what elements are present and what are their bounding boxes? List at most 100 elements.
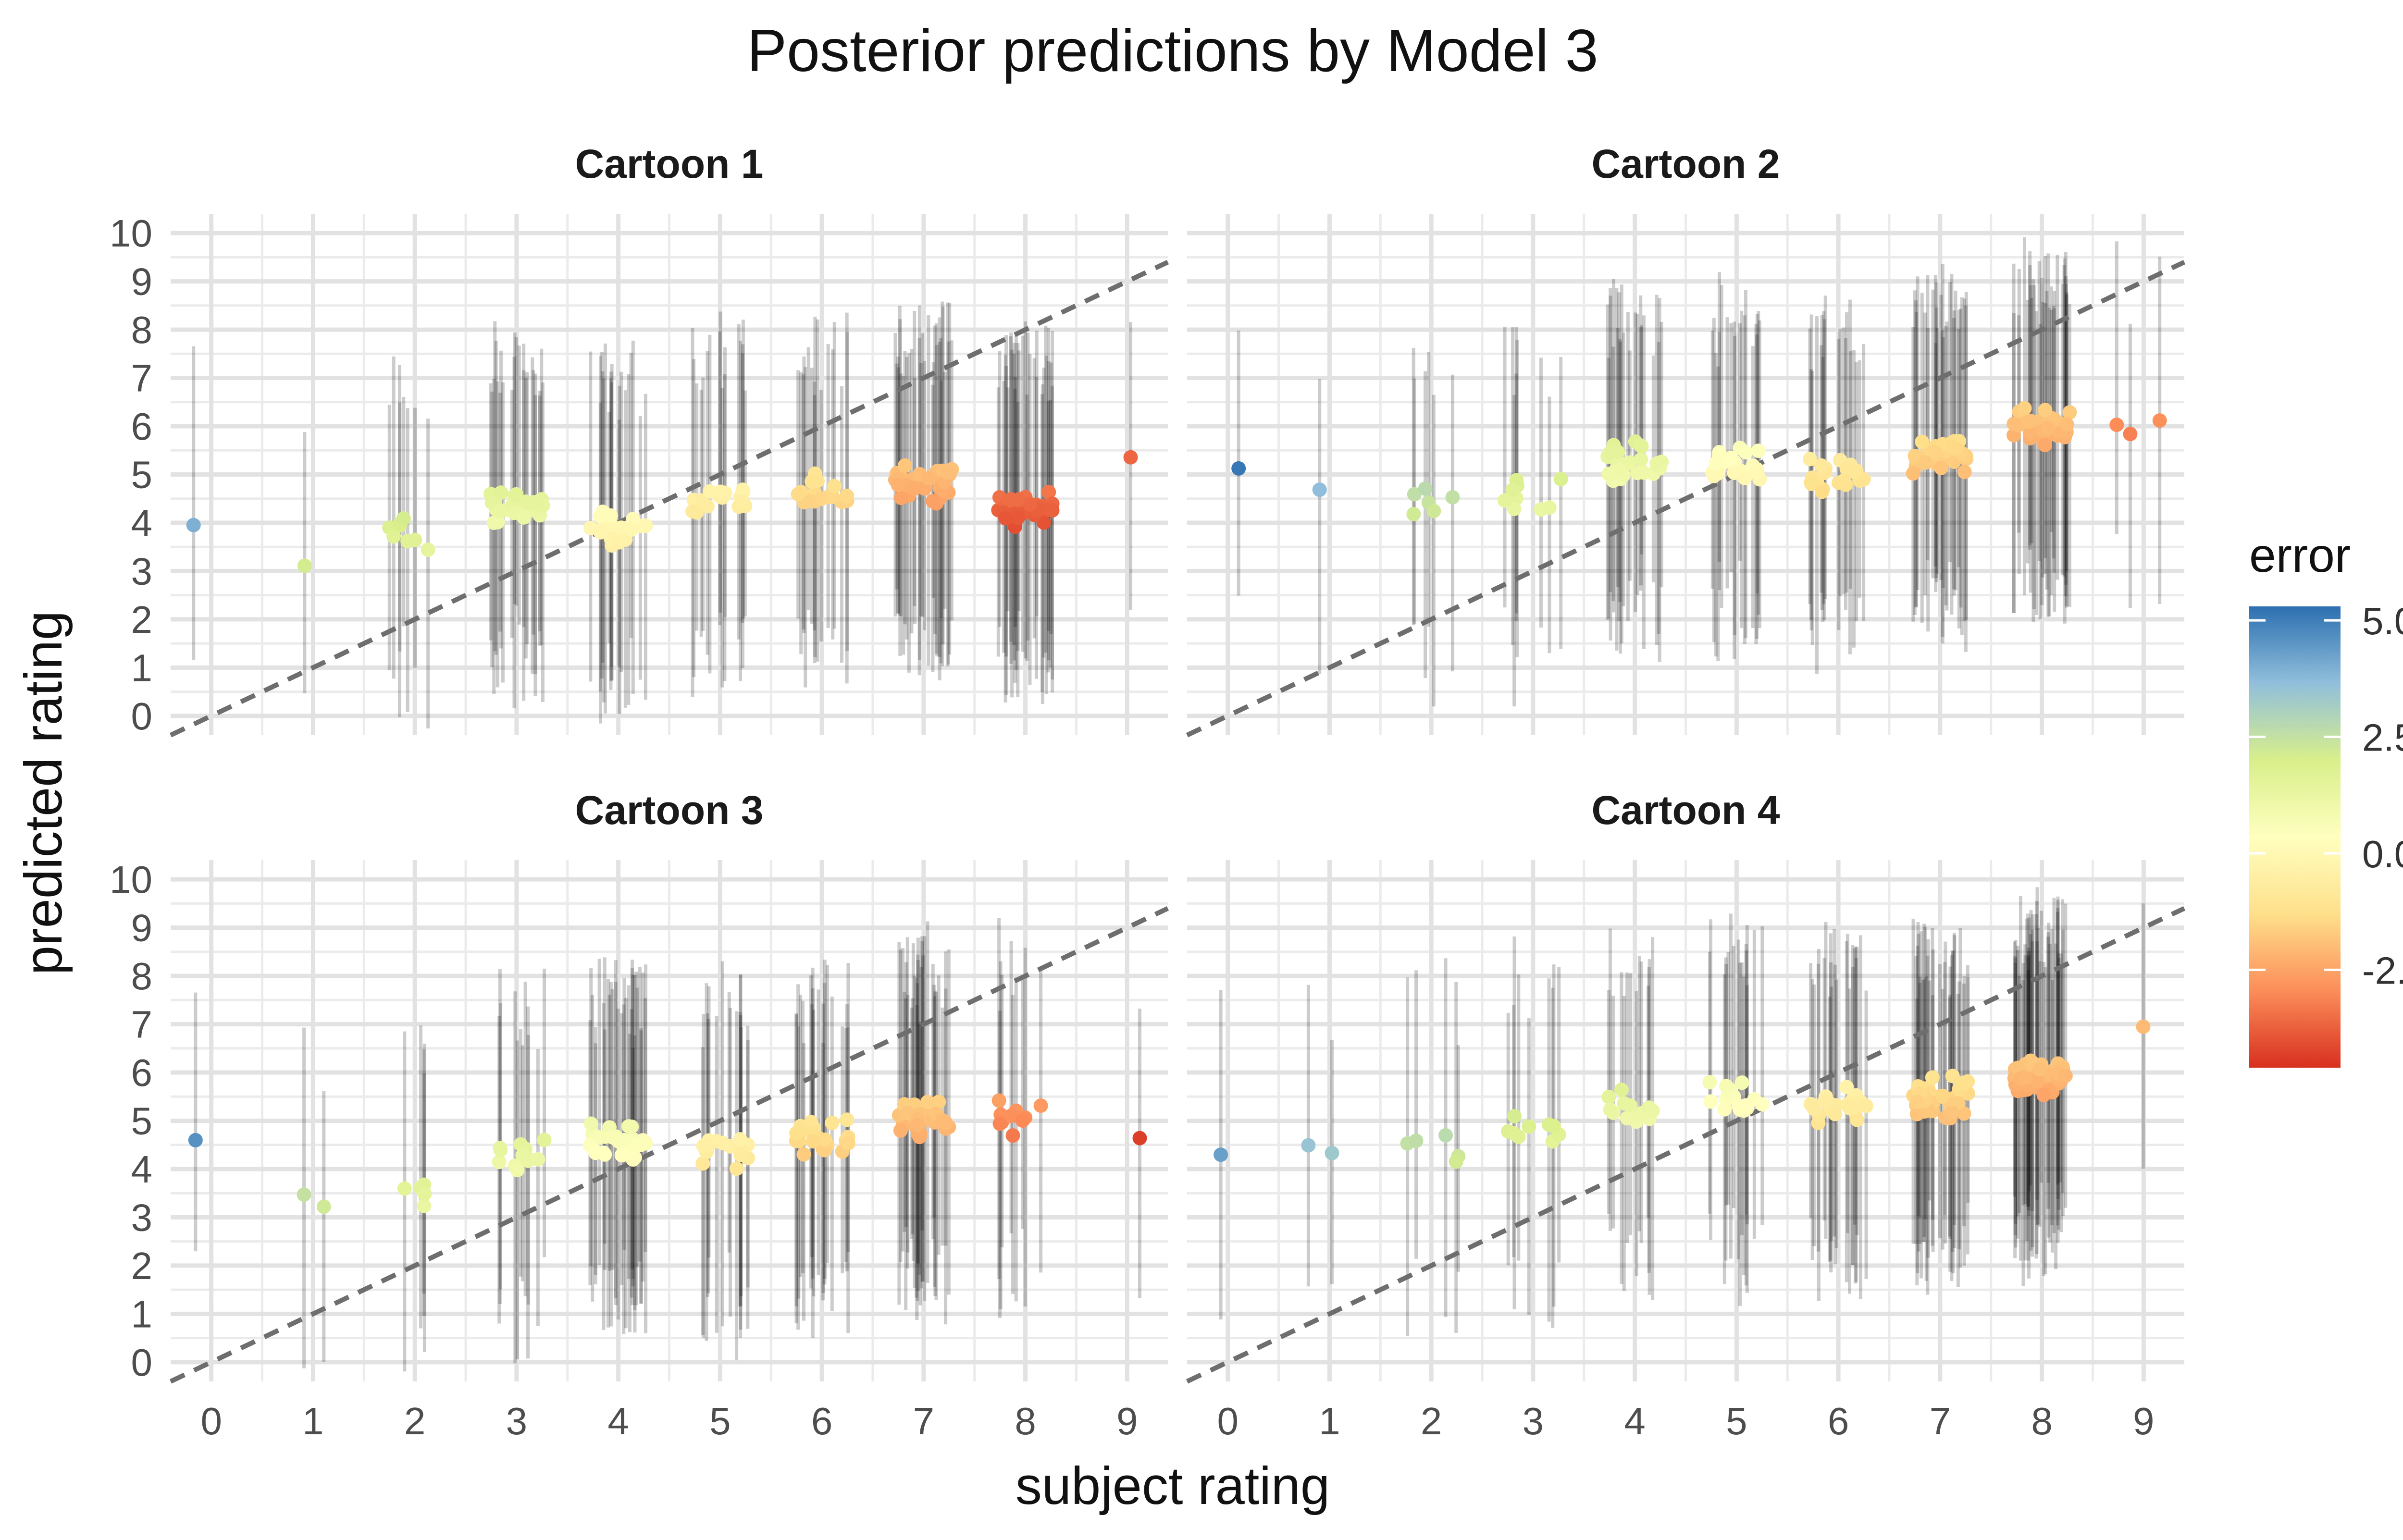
data-point (1918, 455, 1932, 470)
legend-tick-label: 2.5 (2362, 716, 2403, 759)
data-point (1005, 1128, 1020, 1143)
data-point (1755, 1097, 1770, 1112)
data-point (1910, 1095, 1925, 1109)
x-tick-label: 3 (1523, 1400, 1544, 1442)
data-point (386, 529, 401, 544)
data-point (1906, 466, 1920, 481)
data-point (1737, 470, 1752, 485)
data-point (186, 517, 201, 532)
data-point (1738, 445, 1753, 460)
data-point (2038, 403, 2053, 418)
data-point (713, 484, 728, 499)
data-point (925, 493, 940, 508)
data-point (1522, 1119, 1536, 1134)
data-point (626, 511, 641, 526)
data-point (1717, 1102, 1732, 1117)
x-tick-label: 6 (811, 1400, 833, 1442)
data-point (515, 1148, 530, 1163)
data-point (729, 1161, 744, 1176)
data-point (998, 511, 1013, 526)
data-point (1043, 503, 1058, 517)
data-point (2030, 1074, 2044, 1089)
data-point (297, 1187, 311, 1202)
data-point (1750, 465, 1765, 480)
data-point (689, 505, 704, 520)
data-point (1312, 482, 1327, 497)
facet-panel-4: Cartoon 4 0 1 2 3 4 5 6 7 8 9 (1186, 788, 2186, 1442)
data-point (2062, 405, 2077, 420)
data-point (1409, 1133, 1424, 1148)
y-tick-label: 0 (131, 1341, 153, 1384)
data-point (1601, 1089, 1616, 1104)
data-point (1836, 473, 1851, 488)
data-point (1839, 1080, 1854, 1095)
data-point (1719, 1079, 1734, 1094)
data-point (1849, 463, 1864, 478)
y-axis-label: predicted rating (14, 611, 73, 975)
x-axis-label: subject rating (1016, 1456, 1330, 1515)
facet-title: Cartoon 2 (1591, 141, 1780, 186)
data-point (516, 510, 531, 525)
data-point (1634, 439, 1649, 454)
y-tick-label: 3 (131, 1196, 153, 1239)
facet-panel-3: Cartoon 3 0 1 2 3 4 5 6 7 8 9 10 0 1 2 3 4 5 6 7 8 9 (110, 788, 1169, 1442)
facet-title: Cartoon 1 (575, 141, 763, 186)
data-point (1817, 1094, 1832, 1109)
y-tick-label: 1 (131, 1293, 153, 1335)
data-point (1928, 445, 1943, 460)
x-tick-label: 1 (302, 1400, 324, 1442)
data-point (396, 511, 411, 526)
data-point (1542, 500, 1557, 515)
y-tick-label: 5 (131, 454, 153, 496)
data-point (1645, 1103, 1660, 1118)
data-point (1703, 1094, 1718, 1109)
data-point (2041, 421, 2056, 436)
data-point (900, 1106, 915, 1121)
data-point (1908, 448, 1922, 463)
data-point (840, 488, 855, 503)
data-point (1004, 1108, 1019, 1123)
data-point (1850, 1112, 1865, 1127)
data-point (1553, 472, 1568, 487)
data-point (1815, 484, 1830, 499)
data-point (1445, 490, 1460, 505)
data-point (2109, 418, 2124, 432)
data-point (1507, 1109, 1522, 1124)
x-tick-label: 0 (1217, 1400, 1239, 1442)
y-tick-label: 8 (131, 308, 153, 351)
data-point (1807, 1101, 1821, 1116)
data-point (297, 558, 312, 573)
data-point (1010, 511, 1025, 526)
data-point (520, 495, 534, 510)
facet-panel-2: Cartoon 2 (1186, 141, 2186, 738)
data-point (638, 518, 653, 533)
data-point (397, 1181, 412, 1196)
data-point (1506, 1126, 1521, 1141)
data-point (1507, 502, 1522, 517)
data-point (2032, 1062, 2047, 1077)
data-point (1620, 1111, 1635, 1126)
legend-colorbar (2249, 606, 2341, 1068)
data-point (991, 1093, 1006, 1108)
data-point (1610, 444, 1625, 459)
data-point (2017, 401, 2032, 416)
data-point (2123, 427, 2138, 442)
x-tick-label: 2 (1421, 1400, 1442, 1442)
data-point (1601, 467, 1616, 481)
data-point (695, 1156, 710, 1171)
data-point (2136, 1019, 2151, 1034)
data-point (700, 1137, 715, 1152)
data-point (493, 1142, 508, 1157)
data-point (2038, 438, 2053, 453)
x-tick-label: 2 (404, 1400, 426, 1442)
y-tick-label: 5 (131, 1100, 153, 1143)
y-tick-label: 2 (131, 598, 153, 641)
data-point (1944, 1105, 1959, 1120)
data-point (593, 525, 608, 540)
legend-title: error (2249, 529, 2351, 582)
data-point (898, 458, 913, 473)
data-point (603, 508, 618, 523)
facet-title: Cartoon 4 (1591, 788, 1780, 833)
data-point (494, 485, 508, 500)
